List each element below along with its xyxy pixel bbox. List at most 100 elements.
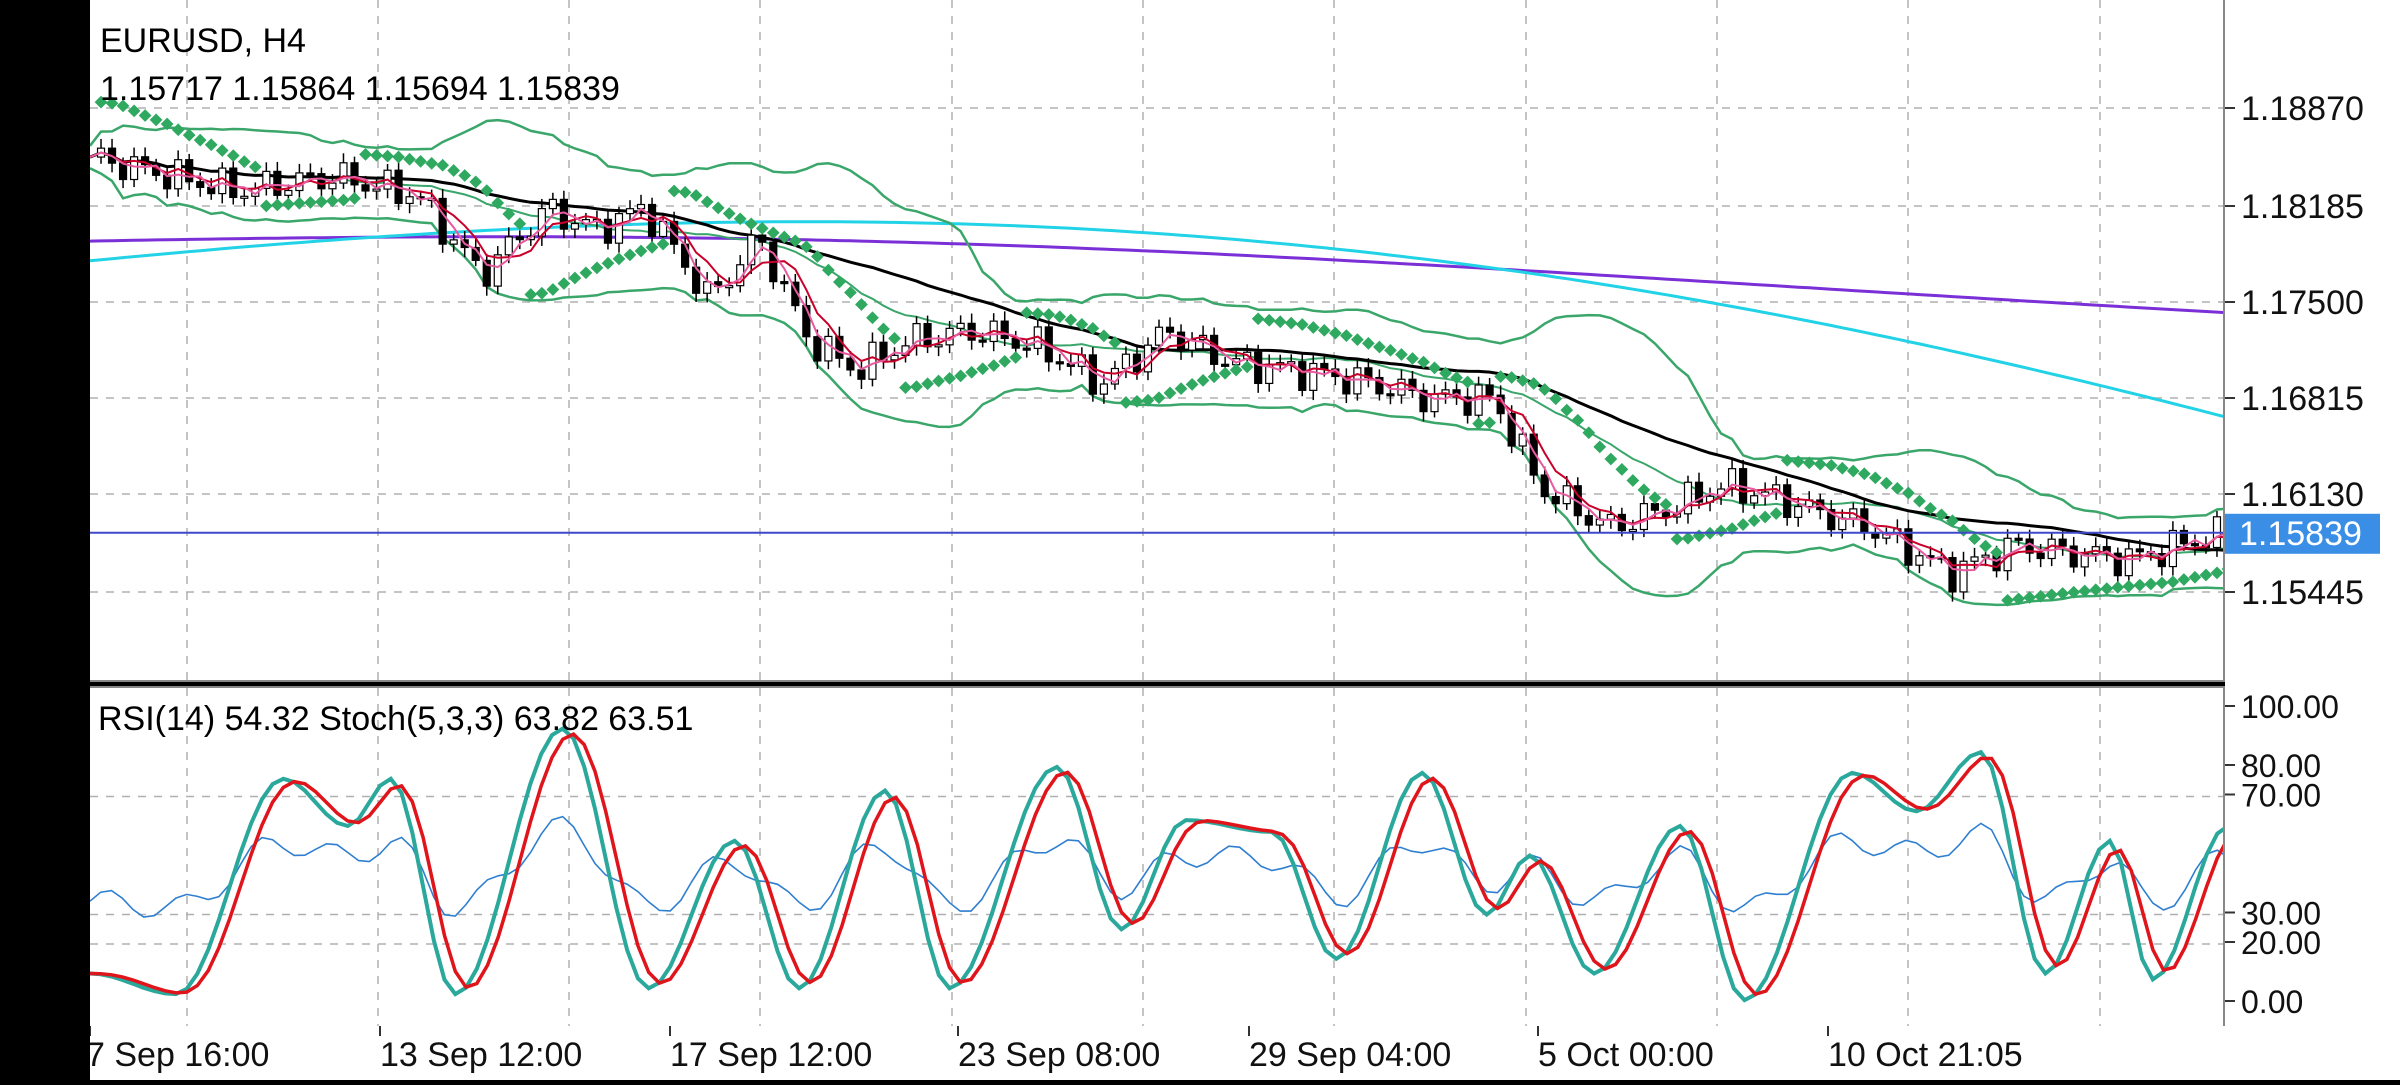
ohlc-readout: 1.15717 1.15864 1.15694 1.15839	[100, 70, 620, 108]
indicator-tick-label: 30.00	[2241, 896, 2321, 932]
sar-dot	[1902, 486, 1915, 500]
sar-dot	[1670, 532, 1684, 546]
sar-dot	[315, 195, 328, 209]
candle-body	[813, 336, 822, 362]
sar-dot	[259, 199, 273, 213]
candle-body	[493, 254, 502, 287]
indicator-tick-label: 80.00	[2241, 748, 2321, 784]
candle-body	[1176, 331, 1186, 351]
indicator-tick-label: 70.00	[2241, 778, 2321, 814]
candle-body	[1584, 515, 1593, 526]
sar-dot	[833, 275, 846, 289]
candle-body	[1165, 326, 1175, 333]
ma-pink-line	[89, 151, 2229, 572]
candle-body	[118, 162, 128, 181]
sar-dot	[766, 226, 780, 240]
sar-dot	[579, 266, 593, 280]
stoch-main-line	[89, 726, 2230, 1003]
candle-body	[262, 170, 271, 189]
bollinger-upper-line	[89, 118, 2229, 520]
candle-body	[449, 239, 458, 245]
sar-dot	[1395, 348, 1408, 361]
candle-body	[1397, 378, 1406, 396]
candle-body	[1320, 362, 1329, 370]
candle-body	[1441, 389, 1450, 395]
candle-body	[1794, 505, 1803, 518]
candle-body	[802, 304, 811, 338]
sar-dot	[2199, 568, 2213, 582]
candle-body	[1055, 361, 1064, 365]
candle-body	[438, 197, 447, 245]
sar-dot	[590, 261, 604, 275]
sar-dot	[436, 158, 450, 172]
sar-dot	[469, 175, 483, 189]
price-panel[interactable]: EURUSD, H4 1.15717 1.15864 1.15694 1.158…	[89, 0, 2235, 682]
candle-body	[129, 156, 139, 181]
candle-body	[1419, 389, 1428, 413]
sar-dot	[722, 207, 736, 220]
price-axis: 1.18870 1.18185 1.17500 1.16815 1.16130 1.154…	[2225, 0, 2400, 1080]
sar-dot	[1626, 474, 1640, 487]
candle-body	[1518, 433, 1527, 447]
candle-body	[1959, 560, 1968, 593]
indicator-chart-svg[interactable]	[89, 688, 2230, 1026]
candle-body	[780, 281, 789, 285]
sar-dot	[1174, 382, 1188, 395]
sar-dot	[2155, 576, 2169, 590]
sar-dot	[1097, 329, 1111, 343]
indicator-tick-label: 0.00	[2241, 984, 2303, 1020]
sar-dot	[215, 144, 229, 157]
candle-body	[2190, 543, 2200, 547]
candle-body	[846, 357, 855, 371]
candle-body	[758, 234, 767, 243]
candle-body	[625, 208, 635, 215]
candle-body	[1121, 353, 1131, 370]
candle-body	[2135, 548, 2144, 553]
candle-body	[1342, 375, 1351, 395]
sar-dot	[954, 369, 968, 383]
sar-dot	[2100, 582, 2114, 595]
sar-dot	[844, 286, 857, 299]
indicator-panel[interactable]: RSI(14) 54.32 Stoch(5,3,3) 63.82 63.51	[89, 686, 2230, 1026]
sar-dot	[1505, 371, 1519, 384]
sar-dot	[1284, 316, 1298, 330]
sar-dot	[381, 149, 394, 163]
sar-dot	[634, 244, 648, 258]
stoch-signal-line	[89, 731, 2230, 997]
sar-dot	[1813, 457, 1827, 471]
sar-dot	[1273, 315, 1287, 329]
candle-body	[548, 198, 557, 210]
time-tick-label: 29 Sep 04:00	[1249, 1036, 1451, 1074]
sar-dot	[1913, 494, 1926, 508]
sar-dot	[2144, 577, 2158, 591]
candle-body	[1298, 361, 1307, 391]
candle-body	[1485, 384, 1494, 396]
sar-dot	[1053, 310, 1067, 324]
sar-dot	[656, 237, 670, 251]
candle-body	[2058, 538, 2067, 547]
candle-body	[703, 281, 712, 294]
sar-dot	[1251, 312, 1265, 326]
sar-dot	[2067, 585, 2081, 599]
sar-dot	[568, 271, 582, 285]
indicator-label: RSI(14) 54.32 Stoch(5,3,3) 63.82 63.51	[98, 700, 694, 738]
candle-body	[295, 172, 304, 192]
price-chart-svg[interactable]	[89, 0, 2235, 680]
sar-dot	[1317, 323, 1331, 337]
sar-dot	[304, 196, 317, 209]
sar-dot	[976, 362, 990, 376]
sar-dot	[1527, 377, 1541, 390]
sar-dot	[447, 164, 461, 177]
candle-body	[978, 339, 987, 343]
sar-dot	[2188, 570, 2202, 584]
sar-dot	[932, 374, 945, 388]
candle-body	[1353, 367, 1362, 395]
sar-dot	[601, 256, 615, 270]
sar-dot	[612, 252, 626, 266]
sar-dot	[403, 152, 416, 166]
time-tick-label: 10 Oct 21:05	[1828, 1036, 2023, 1074]
sar-dot	[1340, 329, 1353, 343]
candle-body	[1011, 337, 1020, 349]
sar-dot	[1824, 458, 1838, 472]
